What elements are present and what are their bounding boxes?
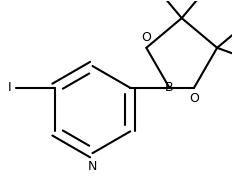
Text: N: N xyxy=(88,160,97,173)
Text: B: B xyxy=(165,81,174,94)
Text: I: I xyxy=(8,81,12,94)
Text: O: O xyxy=(141,31,151,44)
Text: O: O xyxy=(189,92,199,105)
